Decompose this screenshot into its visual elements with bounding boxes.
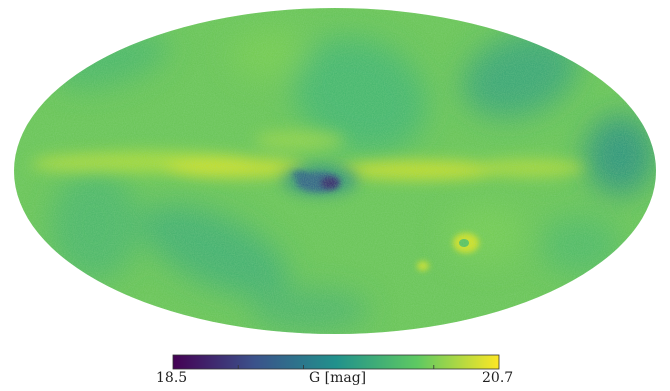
colorbar-max-label: 20.7 xyxy=(482,370,514,386)
colorbar-gradient xyxy=(172,354,500,370)
colorbar-min-label: 18.5 xyxy=(156,370,188,386)
colorbar-title: G [mag] xyxy=(309,370,367,386)
colorbar xyxy=(172,354,500,370)
colorbar-ticks xyxy=(237,365,435,369)
mollweide-sky xyxy=(14,8,656,334)
